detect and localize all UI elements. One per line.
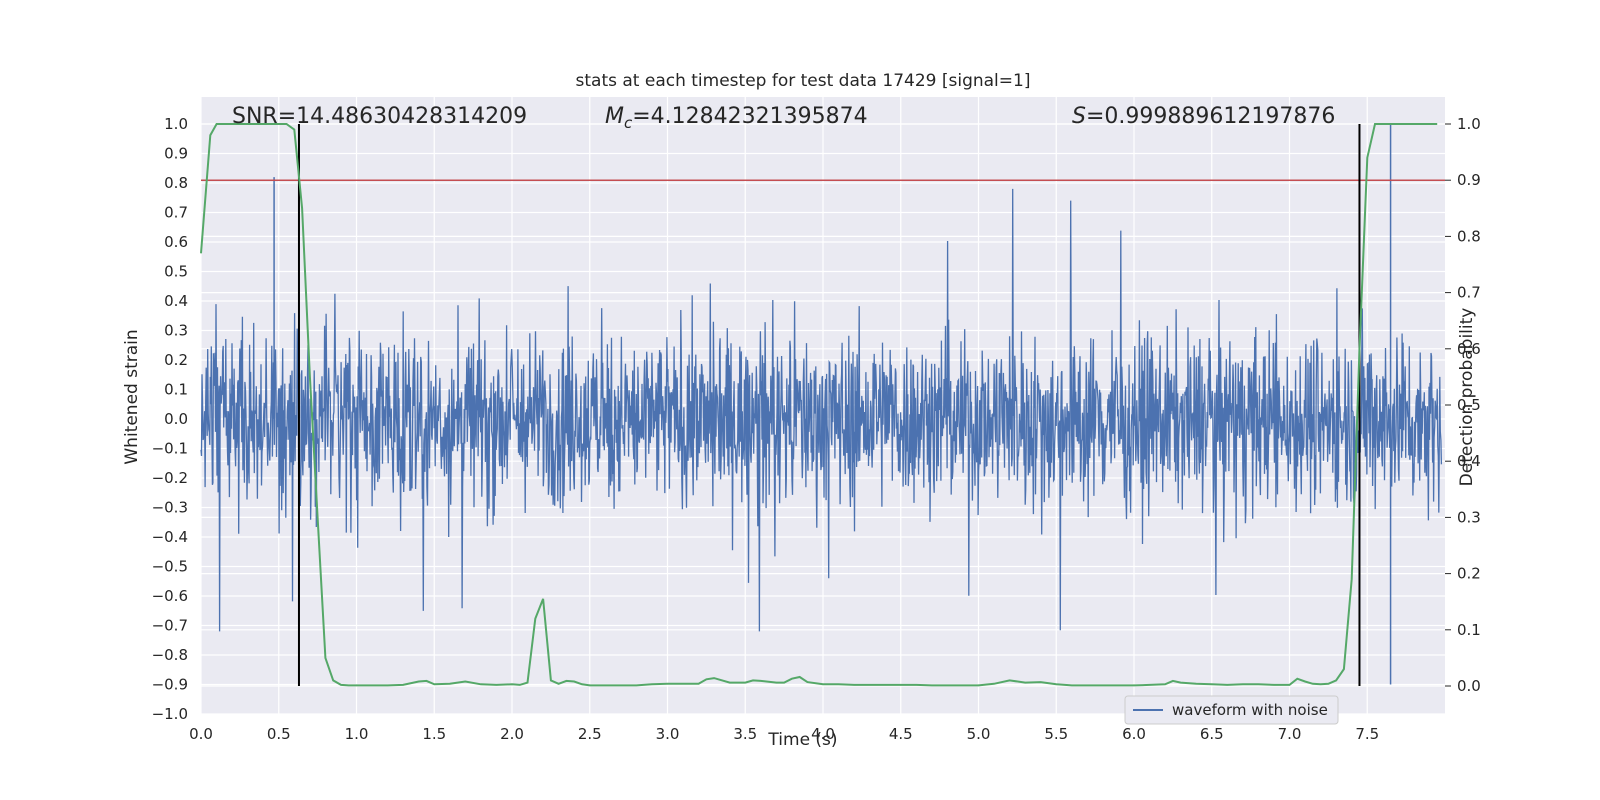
left-y-tick-label: −0.8 bbox=[152, 646, 188, 664]
x-tick-label: 7.0 bbox=[1278, 725, 1302, 743]
x-tick-label: 5.0 bbox=[967, 725, 991, 743]
legend: waveform with noise bbox=[1124, 695, 1339, 725]
right-y-tick-label: 0.4 bbox=[1457, 452, 1481, 470]
left-y-tick-label: 0.0 bbox=[164, 410, 188, 428]
left-y-tick-label: 1.0 bbox=[164, 115, 188, 133]
chirp-mass-symbol: M bbox=[605, 104, 624, 129]
left-y-tick-label: −0.5 bbox=[152, 558, 188, 576]
left-y-tick-label: −0.7 bbox=[152, 617, 188, 635]
score-value: =0.999889612197876 bbox=[1086, 104, 1335, 129]
left-y-tick-label: −0.2 bbox=[152, 469, 188, 487]
right-y-tick-label: 0.9 bbox=[1457, 171, 1481, 189]
left-y-tick-label: −0.4 bbox=[152, 528, 188, 546]
waveform-trace bbox=[200, 188, 1443, 632]
series-waveform-with-noise bbox=[200, 124, 1443, 685]
x-tick-label: 6.5 bbox=[1200, 725, 1224, 743]
right-y-tick-label: 0.5 bbox=[1457, 396, 1481, 414]
x-axis-label: Time (s) bbox=[767, 730, 837, 750]
left-y-tick-label: 0.5 bbox=[164, 263, 188, 281]
x-tick-label: 2.5 bbox=[578, 725, 602, 743]
left-y-tick-label: −0.6 bbox=[152, 587, 188, 605]
x-tick-label: 1.5 bbox=[422, 725, 446, 743]
left-y-tick-labels: 1.0 0.9 0.8 0.7 0.6 0.5 0.4 0.3 0.2 0.1 0.0 −0.1 −0.… bbox=[152, 115, 188, 723]
right-y-tick-label: 0.2 bbox=[1457, 565, 1481, 583]
left-y-tick-label: 0.4 bbox=[164, 292, 188, 310]
left-y-tick-label: 0.6 bbox=[164, 233, 188, 251]
series-detection-probability bbox=[200, 123, 1438, 687]
left-y-tick-label: −1.0 bbox=[152, 705, 188, 723]
probability-trace bbox=[200, 123, 1438, 687]
right-y-tick-label: 0.8 bbox=[1457, 227, 1481, 245]
right-y-axis-label: Detection probability bbox=[1457, 308, 1477, 487]
x-tick-label: 4.0 bbox=[811, 725, 835, 743]
x-tick-label: 3.5 bbox=[733, 725, 757, 743]
x-tick-label: 0.0 bbox=[189, 725, 213, 743]
right-y-tick-label: 1.0 bbox=[1457, 115, 1481, 133]
score-annotation: S=0.999889612197876 bbox=[1072, 104, 1335, 129]
left-y-tick-label: 0.8 bbox=[164, 174, 188, 192]
left-y-tick-label: −0.1 bbox=[152, 440, 188, 458]
x-tick-label: 1.0 bbox=[345, 725, 369, 743]
x-tick-label: 6.0 bbox=[1122, 725, 1146, 743]
x-tick-label: 3.0 bbox=[656, 725, 680, 743]
right-y-tick-label: 0.6 bbox=[1457, 340, 1481, 358]
left-y-axis-label: Whitened strain bbox=[122, 329, 142, 464]
x-tick-label: 7.5 bbox=[1355, 725, 1379, 743]
right-y-tick-label: 0.0 bbox=[1457, 677, 1481, 695]
right-y-tick-label: 0.1 bbox=[1457, 621, 1481, 639]
left-y-tick-label: −0.9 bbox=[152, 676, 188, 694]
chirp-mass-annotation: Mc=4.12842321395874 bbox=[605, 104, 868, 132]
x-tick-labels: 0.0 0.5 1.0 1.5 2.0 2.5 3.0 3.5 4.0 4.5 5.0 5.5 6.0 6… bbox=[189, 725, 1379, 743]
chart-title: stats at each timestep for test data 174… bbox=[576, 71, 1031, 91]
x-tick-label: 5.5 bbox=[1044, 725, 1068, 743]
right-y-tick-label: 0.3 bbox=[1457, 508, 1481, 526]
x-tick-label: 2.0 bbox=[500, 725, 524, 743]
snr-annotation: SNR=14.48630428314209 bbox=[232, 104, 527, 129]
legend-label: waveform with noise bbox=[1172, 701, 1328, 719]
chirp-mass-subscript: c bbox=[624, 114, 633, 132]
x-tick-label: 4.5 bbox=[889, 725, 913, 743]
legend-box bbox=[1124, 695, 1339, 725]
boundary-lines bbox=[297, 124, 1361, 686]
left-y-tick-label: 0.7 bbox=[164, 204, 188, 222]
x-tick-label: 0.5 bbox=[267, 725, 291, 743]
left-y-tick-label: −0.3 bbox=[152, 499, 188, 517]
left-y-tick-label: 0.2 bbox=[164, 351, 188, 369]
left-y-tick-label: 0.3 bbox=[164, 322, 188, 340]
left-y-tick-label: 0.1 bbox=[164, 381, 188, 399]
right-y-tick-labels: 1.0 0.9 0.8 0.7 0.6 0.5 0.4 0.3 0.2 0.1 0.0 bbox=[1445, 115, 1481, 695]
chirp-mass-value: =4.12842321395874 bbox=[632, 104, 867, 129]
left-y-tick-label: 0.9 bbox=[164, 145, 188, 163]
right-y-tick-label: 0.7 bbox=[1457, 284, 1481, 302]
score-symbol: S bbox=[1072, 104, 1086, 129]
